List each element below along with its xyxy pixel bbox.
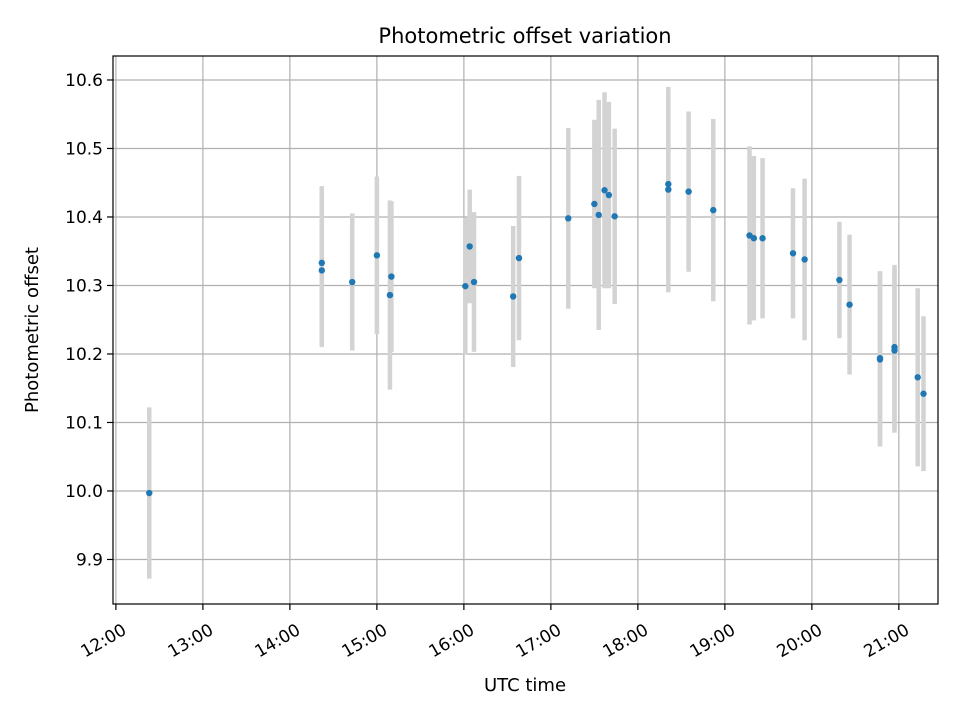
data-point xyxy=(515,254,523,262)
y-tick-label: 10.2 xyxy=(65,345,103,365)
data-point xyxy=(318,267,325,274)
data-point xyxy=(373,252,381,259)
data-point xyxy=(920,390,927,397)
data-point xyxy=(386,291,394,299)
data-point xyxy=(846,301,853,308)
data-point xyxy=(466,243,473,250)
data-point xyxy=(685,188,692,195)
data-point xyxy=(759,235,766,242)
data-point xyxy=(146,489,153,497)
data-point xyxy=(565,215,572,222)
data-point xyxy=(509,293,517,300)
data-point xyxy=(611,213,618,220)
data-point xyxy=(801,256,808,263)
data-point xyxy=(891,347,898,354)
data-point xyxy=(876,354,884,362)
data-point xyxy=(595,211,602,219)
data-point xyxy=(605,191,613,199)
data-point xyxy=(462,282,469,290)
y-tick-label: 10.5 xyxy=(65,139,103,159)
y-tick-label: 10.3 xyxy=(65,276,103,296)
data-point xyxy=(318,259,325,267)
y-tick-label: 10.0 xyxy=(65,482,103,502)
data-point xyxy=(789,250,797,257)
y-axis-ticks: 9.9 10.0 10.1 10.2 10.3 10.4 10.5 10.6 xyxy=(65,71,113,570)
data-point xyxy=(591,200,598,208)
plot-frame xyxy=(112,55,939,605)
data-point xyxy=(349,278,356,286)
data-point xyxy=(710,206,717,214)
y-axis-label: Photometric offset xyxy=(22,247,43,413)
y-tick-label: 9.9 xyxy=(76,550,103,570)
y-tick-label: 10.6 xyxy=(65,71,103,91)
data-point xyxy=(665,180,672,188)
data-point xyxy=(388,273,395,280)
data-point xyxy=(914,374,921,381)
grid xyxy=(113,56,938,604)
y-tick-label: 10.1 xyxy=(65,413,103,433)
plot-area xyxy=(113,56,938,604)
chart-title: Photometric offset variation xyxy=(378,24,671,48)
data-point xyxy=(665,186,672,193)
x-axis-label: UTC time xyxy=(484,675,566,696)
data-points xyxy=(146,180,927,497)
y-tick-label: 10.4 xyxy=(65,208,103,228)
data-point xyxy=(750,235,758,242)
data-point xyxy=(836,276,843,284)
data-point xyxy=(470,278,478,286)
data-point xyxy=(601,187,608,194)
